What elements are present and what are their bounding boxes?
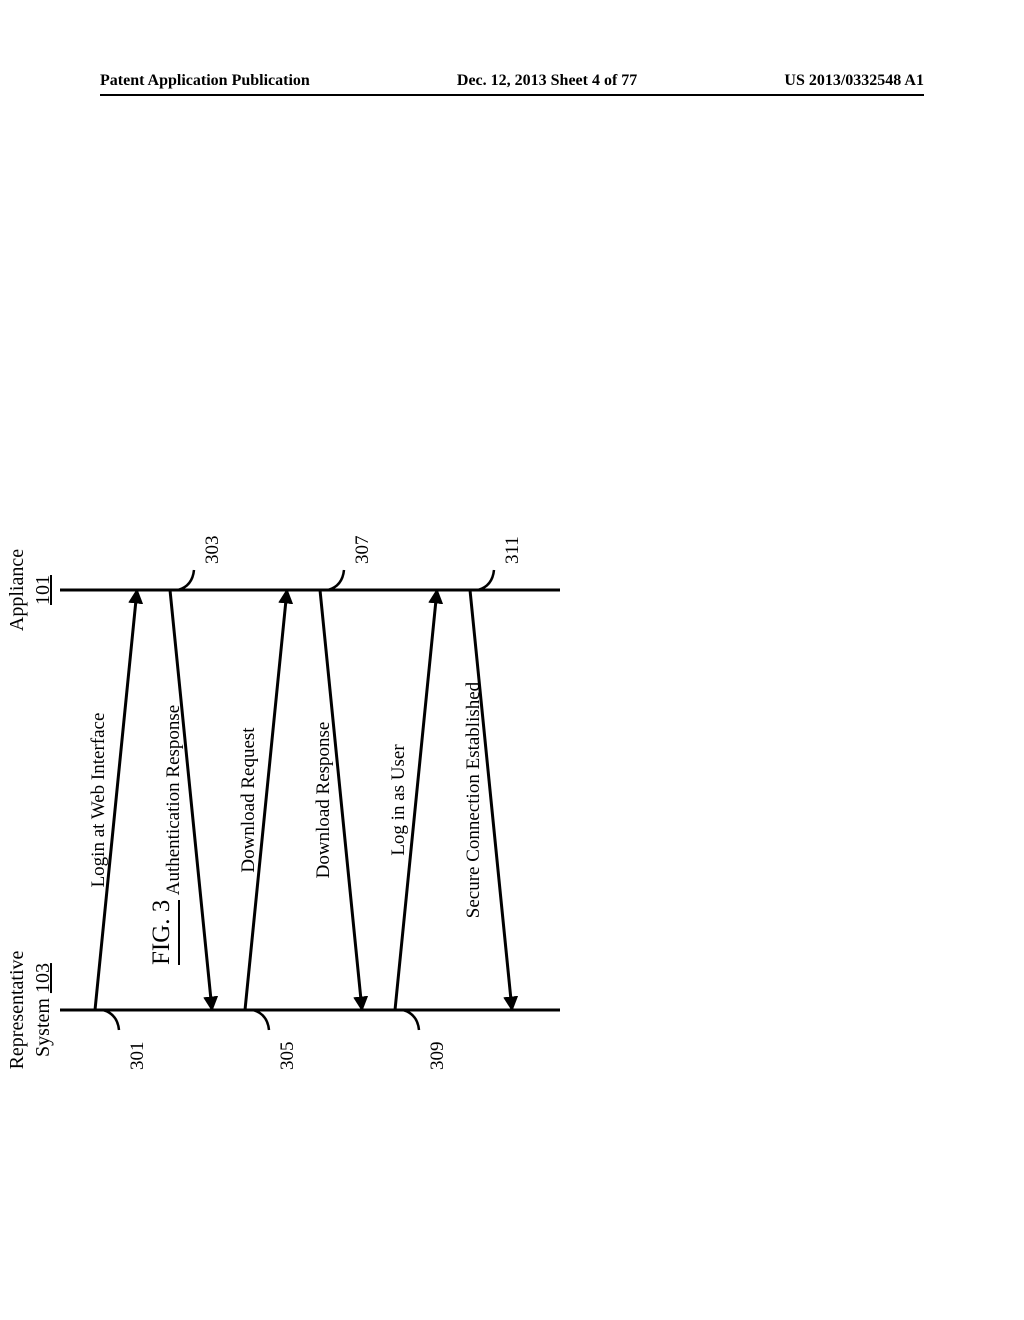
message-label: Authentication Response xyxy=(163,660,185,940)
header-right: US 2013/0332548 A1 xyxy=(784,72,924,90)
figure-label: FIG. 3 xyxy=(148,900,180,965)
message-label: Download Request xyxy=(238,660,260,940)
reference-number: 311 xyxy=(502,536,524,564)
header-center: Dec. 12, 2013 Sheet 4 of 77 xyxy=(457,72,637,90)
reference-number: 309 xyxy=(427,1042,449,1071)
message-label: Download Response xyxy=(313,660,335,940)
lifeline-appliance: Appliance101 xyxy=(4,530,56,650)
reference-number: 303 xyxy=(202,536,224,565)
figure-area: RepresentativeSystem 103Appliance101301L… xyxy=(100,180,924,1180)
reference-number: 305 xyxy=(277,1042,299,1071)
lifeline-representative-system: RepresentativeSystem 103 xyxy=(4,935,56,1085)
reference-number: 307 xyxy=(352,536,374,565)
page-header: Patent Application Publication Dec. 12, … xyxy=(100,72,924,96)
reference-number: 301 xyxy=(127,1042,149,1071)
header-left: Patent Application Publication xyxy=(100,72,310,90)
message-label: Secure Connection Established xyxy=(463,660,485,940)
message-label: Login at Web Interface xyxy=(88,660,110,940)
message-label: Log in as User xyxy=(388,660,410,940)
